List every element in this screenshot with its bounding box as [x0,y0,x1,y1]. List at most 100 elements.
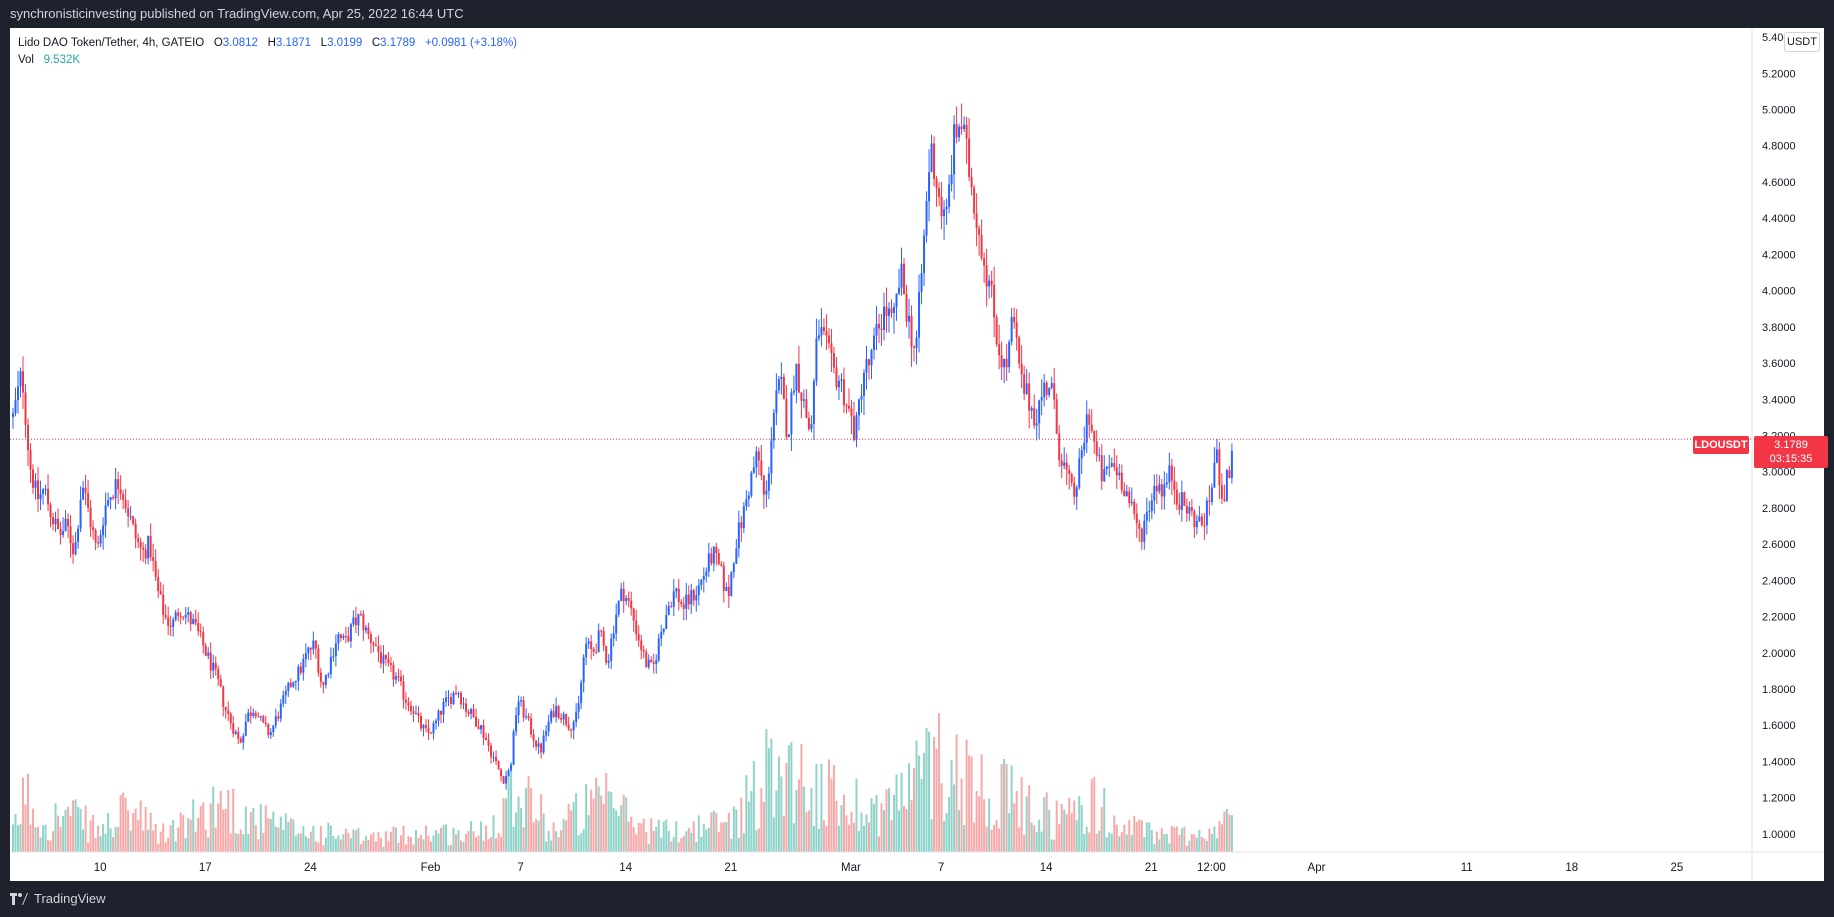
volume-bar [332,835,335,852]
volume-bar [1053,839,1056,852]
volume-bar [159,831,162,852]
volume-bar [1063,809,1066,852]
candle-body [252,712,255,717]
volume-bar [540,794,543,852]
candle-body [830,343,833,353]
candle-body [1208,500,1211,502]
candle-body [1123,490,1126,497]
volume-bar [339,839,342,852]
candle-body [412,711,415,714]
candle-body [1053,383,1056,400]
volume-bar [918,755,921,852]
price-chart[interactable]: 1.0000 1.2000 1.4000 1.6000 1.8000 2.0000 2.20… [10,28,1824,881]
volume-bar [1148,822,1151,852]
candle-body [1013,317,1016,323]
candle-body [414,712,417,714]
candle-body [1148,511,1151,513]
candle-body [47,488,50,505]
volume-bar [57,815,60,852]
candle-body [12,413,15,418]
volume-bar [903,806,906,852]
volume-bar [890,820,893,852]
candle-body [369,634,372,643]
volume-bar [172,820,175,852]
volume-bar [1088,832,1091,852]
candle-body [757,451,760,461]
volume-bar [475,837,478,852]
volume-bar [637,822,640,852]
candle-body [1135,513,1138,524]
volume-bar [294,835,297,852]
volume-bar [630,816,633,852]
candle-body [422,725,425,729]
candle-body [1183,492,1186,506]
candle-body [124,499,127,509]
volume-bar [309,831,312,852]
volume-bar [1075,819,1078,852]
candle-body [112,497,115,499]
candle-body [1130,501,1133,504]
candle-body [850,408,853,417]
volume-bar [998,828,1001,852]
volume-bar [419,834,422,852]
symbol-price-tag: LDOUSDT [1693,436,1749,454]
candle-body [520,700,523,702]
candle-body [820,327,823,336]
volume-bar [557,837,560,852]
candle-body [705,571,708,577]
candle-body [567,724,570,729]
currency-unit-button[interactable]: USDT [1784,32,1820,52]
volume-bar [72,800,75,852]
candle-body [752,467,755,473]
volume-bar [62,815,65,852]
volume-bar [580,833,583,852]
candle-body [510,764,513,771]
tradingview-logo[interactable]: TradingView [10,891,106,906]
volume-bar [822,820,825,852]
candle-body [1093,430,1096,442]
volume-bar [192,799,195,852]
volume-bar [139,800,142,852]
x-tick-label: 18 [1565,862,1578,874]
candle-body [394,676,397,680]
volume-bar [1173,827,1176,852]
volume-bar [37,826,40,852]
candle-body [19,371,22,387]
candle-body [194,618,197,623]
volume-bar [1038,819,1041,852]
volume-bar [625,797,628,852]
candle-body [1030,408,1033,411]
candle-body [635,620,638,635]
candle-body [980,234,983,258]
volume-bar [1153,843,1156,852]
candle-body [79,499,82,529]
chart-frame[interactable]: 1.0000 1.2000 1.4000 1.6000 1.8000 2.0000 2.20… [10,28,1828,881]
y-tick-label: 4.8000 [1762,141,1796,153]
candle-body [1165,482,1168,485]
volume-bar [767,748,770,852]
candle-body [84,487,87,493]
volume-bar [197,817,200,852]
candle-body [500,769,503,777]
candle-body [327,674,330,676]
candle-body [507,770,510,777]
y-tick-label: 3.4000 [1762,394,1796,406]
candle-body [772,412,775,441]
volume-bar [935,748,938,852]
candle-body [1055,399,1058,434]
candle-body [122,494,125,500]
volume-bar [1018,827,1021,852]
volume-bar [1170,825,1173,852]
volume-bar [282,829,285,852]
candle-body [244,721,247,736]
candle-body [770,440,773,474]
volume-bar [189,819,192,852]
candle-body [434,720,437,724]
candle-body [525,716,528,718]
volume-bar [750,791,753,852]
candle-body [630,600,633,609]
candle-body [485,737,488,741]
volume-bars [12,713,1233,852]
volume-bar [177,827,180,852]
volume-bar [717,832,720,852]
